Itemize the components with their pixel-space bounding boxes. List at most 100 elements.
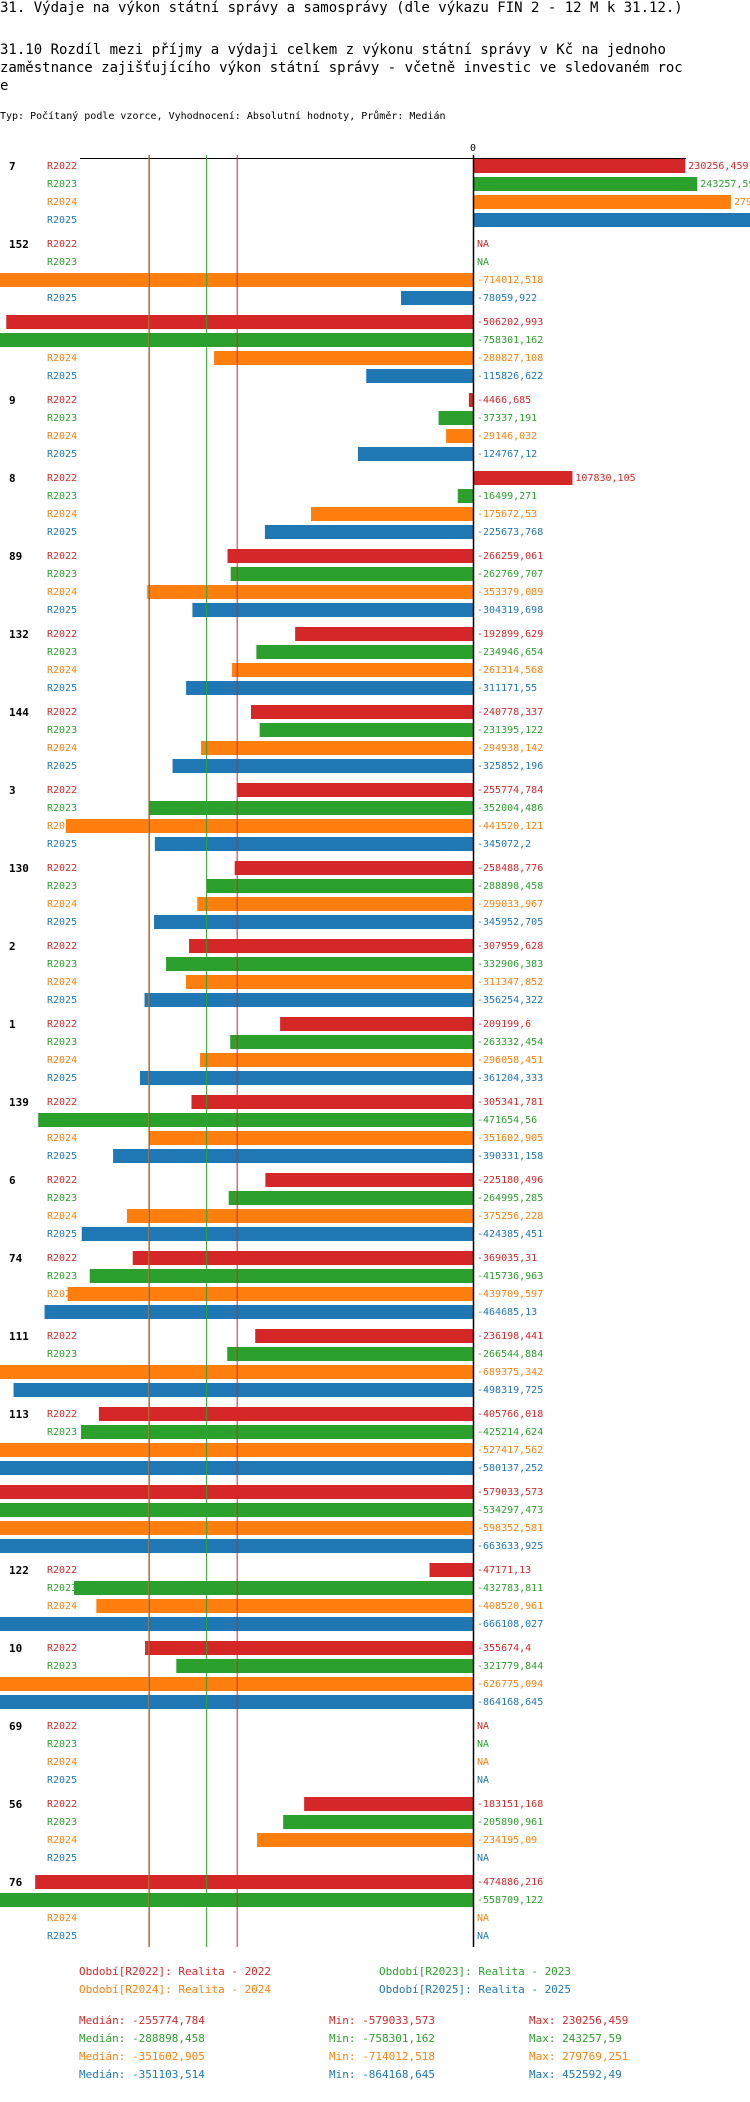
- series-label: R2024: [47, 431, 77, 442]
- value-label: -311171,55: [477, 683, 537, 694]
- series-label: R2023: [47, 1817, 77, 1828]
- bar: [186, 681, 473, 695]
- bar: [0, 1617, 474, 1631]
- value-label: -474886,216: [477, 1877, 543, 1888]
- series-label: R2023: [47, 725, 77, 736]
- bar: [259, 723, 473, 737]
- bar: [113, 1149, 473, 1163]
- value-label: NA: [477, 1853, 489, 1864]
- value-label: -405766,018: [477, 1409, 543, 1420]
- bar: [0, 1503, 474, 1517]
- group-label: 69: [9, 1720, 22, 1733]
- series-label: R2024: [47, 197, 77, 208]
- bar: [457, 489, 473, 503]
- value-label: -325852,196: [477, 761, 543, 772]
- bar: [67, 1287, 473, 1301]
- value-label: -236198,441: [477, 1331, 543, 1342]
- bar: [230, 1035, 473, 1049]
- bar: [473, 195, 731, 209]
- series-label: R2023: [47, 1427, 77, 1438]
- value-label: -558709,122: [477, 1895, 543, 1906]
- group-label: 76: [9, 1876, 23, 1889]
- value-label: -240778,337: [477, 707, 543, 718]
- bar: [73, 1581, 473, 1595]
- series-label: R2025: [47, 371, 77, 382]
- bar: [0, 273, 473, 287]
- value-label: 279769,251: [734, 197, 750, 208]
- series-label: R2022: [47, 785, 77, 796]
- group-label: 111: [9, 1330, 29, 1343]
- group-label: 132: [9, 628, 29, 641]
- bar: [473, 213, 750, 227]
- bar: [65, 819, 473, 833]
- value-label: 243257,59: [700, 179, 750, 190]
- series-label: R2022: [47, 1253, 77, 1264]
- value-label: -439709,597: [477, 1289, 543, 1300]
- series-label: R2022: [47, 1175, 77, 1186]
- value-label: -37337,191: [477, 413, 537, 424]
- series-label: R2022: [47, 1799, 77, 1810]
- series-label: R2024: [47, 743, 77, 754]
- group-label: 130: [9, 862, 29, 875]
- value-label: -321779,844: [477, 1661, 543, 1672]
- series-label: R2023: [47, 1739, 77, 1750]
- series-label: R2023: [47, 1349, 77, 1360]
- group-label: 2: [9, 940, 16, 953]
- stat-min: Min: -579033,573: [329, 2014, 435, 2027]
- series-label: R2024: [47, 509, 77, 520]
- stat-max: Max: 243257,59: [529, 2032, 622, 2045]
- bar: [0, 1461, 473, 1475]
- bar: [257, 1833, 473, 1847]
- value-label: -353379,089: [477, 587, 543, 598]
- series-label: R2025: [47, 293, 77, 304]
- value-label: -579033,573: [477, 1487, 543, 1498]
- series-label: R2023: [47, 413, 77, 424]
- value-label: -288898,458: [477, 881, 543, 892]
- value-label: -234195,09: [477, 1835, 537, 1846]
- bar: [132, 1251, 473, 1265]
- bar: [145, 1641, 473, 1655]
- bar: [172, 759, 473, 773]
- value-label: -209199,6: [477, 1019, 531, 1030]
- value-label: -527417,562: [477, 1445, 543, 1456]
- chart-subtitle-line-3: e: [0, 78, 9, 94]
- value-label: -255774,784: [477, 785, 543, 796]
- series-label: R2025: [47, 995, 77, 1006]
- value-label: -663633,925: [477, 1541, 543, 1552]
- bar: [473, 159, 686, 173]
- series-label: R2023: [47, 1037, 77, 1048]
- bar: [264, 525, 473, 539]
- value-label: -415736,963: [477, 1271, 543, 1282]
- series-label: R2022: [47, 707, 77, 718]
- group-label: 1: [9, 1018, 16, 1031]
- series-label: R2025: [47, 683, 77, 694]
- value-label: -296058,451: [477, 1055, 543, 1066]
- bar: [473, 471, 573, 485]
- series-label: R2025: [47, 1931, 77, 1942]
- series-label: R2023: [47, 179, 77, 190]
- series-label: R2022: [47, 551, 77, 562]
- value-label: -666108,027: [477, 1619, 543, 1630]
- value-label: -175672,53: [477, 509, 537, 520]
- bar: [35, 1875, 473, 1889]
- stat-max: Max: 452592,49: [529, 2068, 622, 2081]
- value-label: NA: [477, 1721, 489, 1732]
- value-label: -192899,629: [477, 629, 543, 640]
- series-label: R2025: [47, 215, 77, 226]
- legend-item: Období[R2024]: Realita - 2024: [79, 1983, 272, 1996]
- series-label: R2025: [47, 1073, 77, 1084]
- value-label: -225673,768: [477, 527, 543, 538]
- bar: [89, 1269, 473, 1283]
- value-label: -464685,13: [477, 1307, 537, 1318]
- legend-item: Období[R2025]: Realita - 2025: [379, 1983, 572, 1996]
- bar: [189, 939, 473, 953]
- bar: [0, 1539, 473, 1553]
- group-label: 152: [9, 238, 29, 251]
- value-label: -355674,4: [477, 1643, 531, 1654]
- bar: [0, 1485, 474, 1499]
- bar: [230, 567, 473, 581]
- value-label: -424385,451: [477, 1229, 543, 1240]
- value-label: -361204,333: [477, 1073, 543, 1084]
- bar: [197, 897, 473, 911]
- value-label: -580137,252: [477, 1463, 543, 1474]
